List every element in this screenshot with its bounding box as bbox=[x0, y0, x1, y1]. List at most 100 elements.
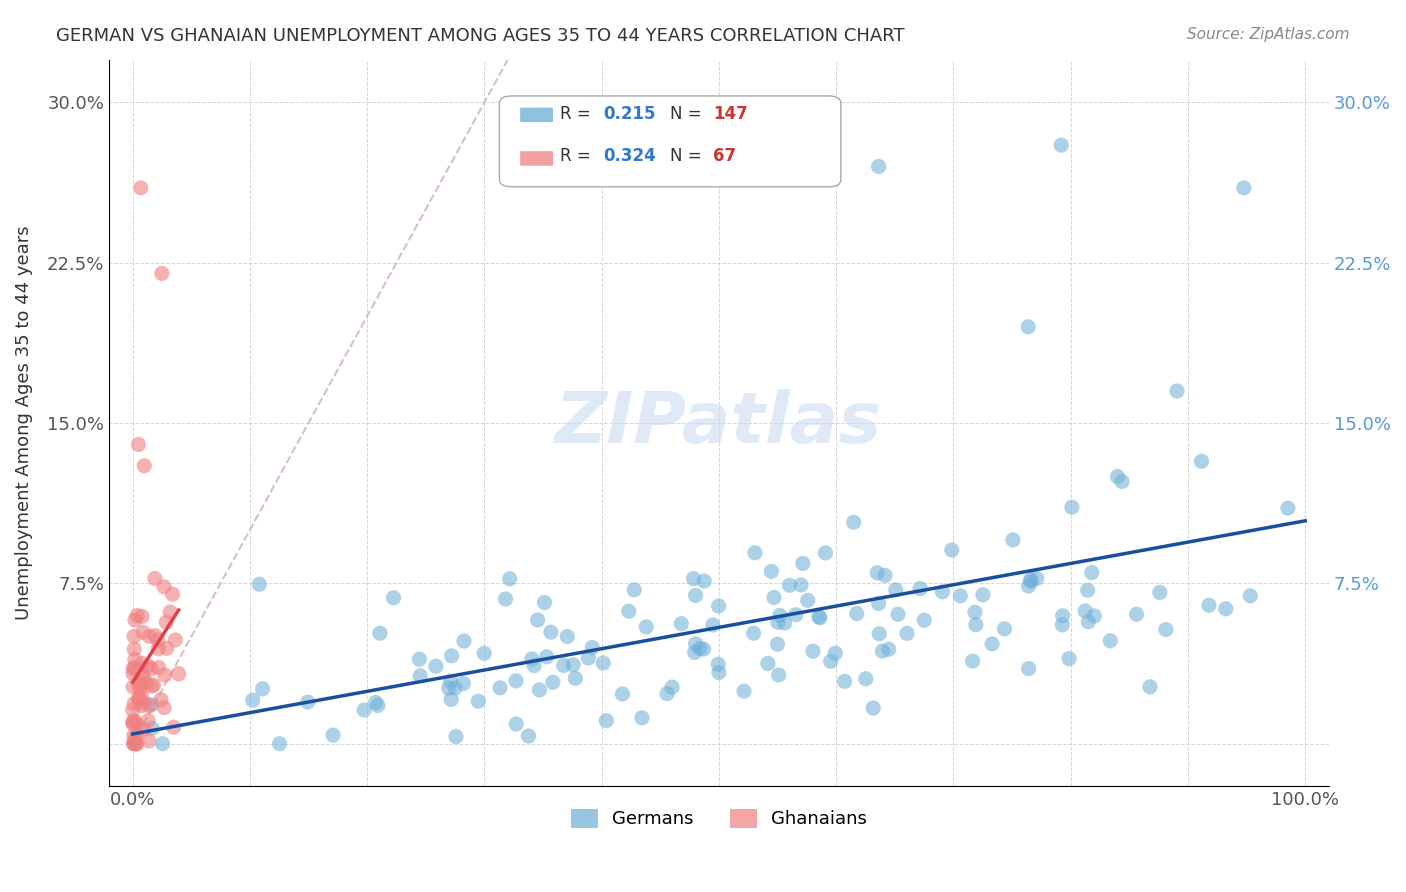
Germans bbox=[1215, 602, 1237, 616]
Ghanaians bbox=[124, 652, 146, 666]
Ghanaians bbox=[150, 266, 173, 280]
Ghanaians bbox=[153, 580, 176, 594]
Ghanaians bbox=[138, 629, 160, 643]
Germans bbox=[631, 711, 654, 725]
Germans bbox=[364, 695, 387, 709]
Germans bbox=[896, 626, 918, 640]
Germans bbox=[1017, 319, 1039, 334]
Ghanaians bbox=[131, 665, 153, 680]
Germans bbox=[742, 626, 765, 640]
Ghanaians bbox=[124, 613, 146, 627]
Ghanaians bbox=[122, 714, 145, 728]
Germans bbox=[353, 703, 375, 717]
Ghanaians bbox=[138, 698, 160, 713]
Germans bbox=[1080, 566, 1102, 580]
Ghanaians bbox=[125, 729, 148, 743]
FancyBboxPatch shape bbox=[520, 151, 553, 166]
Text: N =: N = bbox=[671, 105, 702, 123]
Germans bbox=[1277, 501, 1299, 516]
Germans bbox=[1050, 138, 1073, 153]
Germans bbox=[963, 605, 986, 619]
Germans bbox=[908, 582, 931, 596]
Germans bbox=[661, 680, 683, 694]
Germans bbox=[540, 625, 562, 640]
Text: Source: ZipAtlas.com: Source: ZipAtlas.com bbox=[1187, 27, 1350, 42]
Ghanaians bbox=[122, 666, 145, 681]
Ghanaians bbox=[122, 697, 145, 711]
Germans bbox=[467, 694, 489, 708]
Germans bbox=[612, 687, 634, 701]
Germans bbox=[1191, 454, 1213, 468]
Ghanaians bbox=[138, 734, 160, 748]
Germans bbox=[1154, 623, 1177, 637]
Germans bbox=[1060, 500, 1083, 515]
Germans bbox=[1198, 599, 1220, 613]
Ghanaians bbox=[122, 715, 145, 730]
Germans bbox=[247, 577, 270, 591]
Ghanaians bbox=[131, 689, 153, 703]
Germans bbox=[382, 591, 405, 605]
Germans bbox=[766, 615, 789, 630]
Ghanaians bbox=[132, 723, 155, 737]
Germans bbox=[949, 589, 972, 603]
Germans bbox=[868, 597, 890, 611]
Germans bbox=[564, 672, 586, 686]
Germans bbox=[1239, 589, 1261, 603]
Germans bbox=[733, 684, 755, 698]
Germans bbox=[814, 546, 837, 560]
Germans bbox=[1083, 609, 1105, 624]
Germans bbox=[707, 665, 730, 680]
Germans bbox=[536, 649, 558, 664]
Germans bbox=[141, 698, 163, 712]
Germans bbox=[1099, 633, 1122, 648]
Germans bbox=[444, 681, 467, 695]
Germans bbox=[1077, 615, 1099, 629]
Ghanaians bbox=[155, 615, 177, 629]
Ghanaians bbox=[132, 696, 155, 710]
Ghanaians bbox=[124, 715, 146, 730]
Germans bbox=[242, 693, 264, 707]
Ghanaians bbox=[143, 629, 166, 643]
Germans bbox=[1149, 585, 1171, 599]
Germans bbox=[692, 642, 714, 657]
Ghanaians bbox=[122, 642, 145, 657]
Germans bbox=[439, 674, 461, 689]
Germans bbox=[872, 644, 894, 658]
Germans bbox=[792, 557, 814, 571]
Ghanaians bbox=[142, 678, 165, 692]
Germans bbox=[636, 620, 658, 634]
Ghanaians bbox=[122, 629, 145, 643]
Germans bbox=[322, 728, 344, 742]
Germans bbox=[785, 607, 807, 622]
Germans bbox=[472, 646, 495, 660]
Germans bbox=[1139, 680, 1161, 694]
Germans bbox=[972, 588, 994, 602]
Ghanaians bbox=[136, 714, 159, 728]
Germans bbox=[409, 669, 432, 683]
Ghanaians bbox=[148, 660, 170, 674]
Germans bbox=[1107, 469, 1129, 483]
Germans bbox=[1057, 651, 1080, 665]
Ghanaians bbox=[121, 703, 143, 717]
Germans bbox=[444, 730, 467, 744]
Germans bbox=[796, 593, 818, 607]
Ghanaians bbox=[131, 698, 153, 713]
Germans bbox=[1074, 604, 1097, 618]
Germans bbox=[440, 692, 463, 706]
Germans bbox=[437, 681, 460, 695]
Germans bbox=[152, 737, 174, 751]
Ghanaians bbox=[128, 678, 150, 692]
Germans bbox=[595, 714, 617, 728]
Ghanaians bbox=[153, 668, 176, 682]
Ghanaians bbox=[129, 181, 152, 195]
Ghanaians bbox=[134, 458, 156, 473]
Germans bbox=[768, 668, 790, 682]
Germans bbox=[520, 652, 543, 666]
Germans bbox=[533, 596, 555, 610]
Ghanaians bbox=[131, 609, 153, 624]
Germans bbox=[1052, 608, 1074, 623]
Germans bbox=[873, 568, 896, 582]
Germans bbox=[685, 589, 707, 603]
Germans bbox=[773, 616, 796, 631]
Ghanaians bbox=[141, 662, 163, 676]
